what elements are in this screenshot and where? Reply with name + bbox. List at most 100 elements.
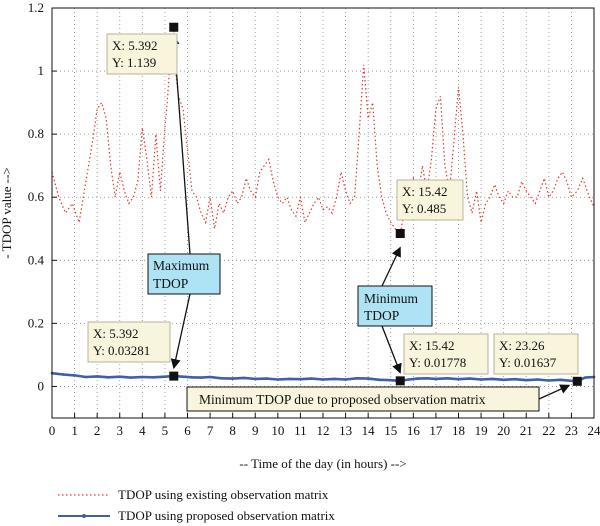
series-point-proposed [299,377,302,381]
x-tick-label: 12 [317,423,330,438]
data-tip-y: Y: 1.139 [112,55,156,70]
series-point-proposed [118,375,122,378]
x-tick-label: 3 [117,423,124,438]
x-tick-label: 17 [429,423,443,438]
x-tick-label: 11 [294,423,307,438]
data-tip-box [396,179,464,221]
series-point-proposed [163,375,167,378]
series-point-proposed [287,377,291,381]
series-point-proposed [73,374,76,377]
x-tick-label: 9 [252,423,259,438]
data-tip-box [87,321,171,363]
x-tick-label: 13 [339,423,352,438]
series-point-proposed [220,376,223,380]
annotation-minimum-line2: TDOP [364,308,399,323]
legend-label-existing: TDOP using existing observation matrix [118,487,329,502]
x-tick-label: 14 [362,423,376,438]
x-tick-label: 19 [475,423,488,438]
y-tick-label: 0.8 [28,126,44,141]
series-point-proposed [253,377,257,381]
annotation-arrow [381,246,401,287]
data-tip-y: Y: 0.03281 [93,343,150,358]
series-point-proposed [583,376,587,379]
series-point-proposed [321,378,325,381]
x-tick-label: 23 [565,423,578,438]
series-point-proposed [547,379,551,382]
data-tip-x: X: 5.392 [112,38,158,53]
data-tip-y: Y: 0.01778 [409,355,466,370]
y-tick-label: 1.2 [28,0,44,15]
annotation-maximum-tdop: Maximum TDOP [147,253,221,295]
data-tip-marker [169,22,179,32]
series-point-proposed [479,378,483,381]
x-tick-label: 4 [139,423,146,438]
x-tick-label: 18 [452,423,465,438]
series-layer [50,27,596,383]
x-tick-label: 22 [542,423,555,438]
series-point-proposed [355,376,359,380]
annotation-maximum-line2: TDOP [153,276,188,291]
data-tip-x: X: 15.42 [409,338,455,353]
x-tick-label: 10 [271,423,284,438]
series-point-proposed [513,377,517,381]
series-point-proposed [445,376,449,380]
y-tick-label: 0.2 [28,315,44,330]
series-point-proposed [152,376,155,379]
y-axis-label: - TDOP value --> [0,167,14,258]
tick-layer: 0 1 2 3 4 5 6 7 8 9 10 11 12 13 14 15 16 17 18 19 20 21 22 23 24… [28,0,600,438]
series-point-proposed [95,375,99,378]
data-tip-y: Y: 0.01637 [499,355,557,370]
series-point-proposed [61,373,65,376]
x-tick-label: 7 [207,423,214,438]
series-point-proposed [389,378,393,382]
x-tick-label: 5 [162,423,169,438]
annotation-arrow [538,384,571,400]
series-line-proposed [51,371,595,383]
series-point-proposed [276,378,280,381]
series-point-proposed [416,377,420,380]
series-point-proposed [468,377,472,380]
x-tick-label: 21 [520,423,533,438]
data-tip-markers [169,22,582,386]
series-point-proposed [524,378,528,382]
data-tip-marker [395,376,405,386]
x-tick-label: 6 [184,423,191,438]
x-tick-label: 0 [49,423,56,438]
data-tip-x: X: 5.392 [93,326,139,341]
series-point-proposed [332,377,336,381]
series-point-proposed [190,376,194,379]
x-axis-label: -- Time of the day (in hours) --> [239,456,406,471]
x-tick-label: 1 [71,423,78,438]
series-point-proposed [141,375,144,379]
annotation-minimum-tdop: Minimum TDOP [357,285,433,327]
x-tick-label: 24 [588,423,600,438]
x-tick-label: 2 [94,423,101,438]
series-point-proposed [457,377,460,381]
data-tip-layer: X: 5.392 Y: 1.139 X: 15.42 Y: 0.485 X: 5.392… [87,33,579,375]
series-point-proposed [425,376,429,380]
series-point-proposed [84,375,88,379]
annotation-minimum-line1: Minimum [364,291,419,306]
series-point-proposed [310,377,314,380]
series-point-proposed [491,377,494,381]
y-tick-label: 0.4 [28,252,45,267]
legend: TDOP using existing observation matrix T… [58,487,335,523]
data-tip-x: X: 23.26 [499,338,545,353]
x-tick-label: 16 [407,423,421,438]
data-tip-box [106,33,178,75]
data-tip-marker [169,371,179,381]
series-point-proposed [558,378,562,382]
data-tip-box [493,333,579,375]
series-point-proposed [199,376,203,379]
annotation-arrow [170,293,191,370]
series-point-proposed [181,375,185,378]
annotation-proposed-minimum: Minimum TDOP due to proposed observation… [186,386,540,412]
series-point-proposed [208,375,212,379]
series-point-proposed [536,378,539,381]
data-tip-marker [572,376,582,386]
x-tick-label: 15 [384,423,397,438]
series-point-proposed [378,378,381,382]
series-line-existing [51,27,595,235]
series-point-proposed [570,379,573,383]
